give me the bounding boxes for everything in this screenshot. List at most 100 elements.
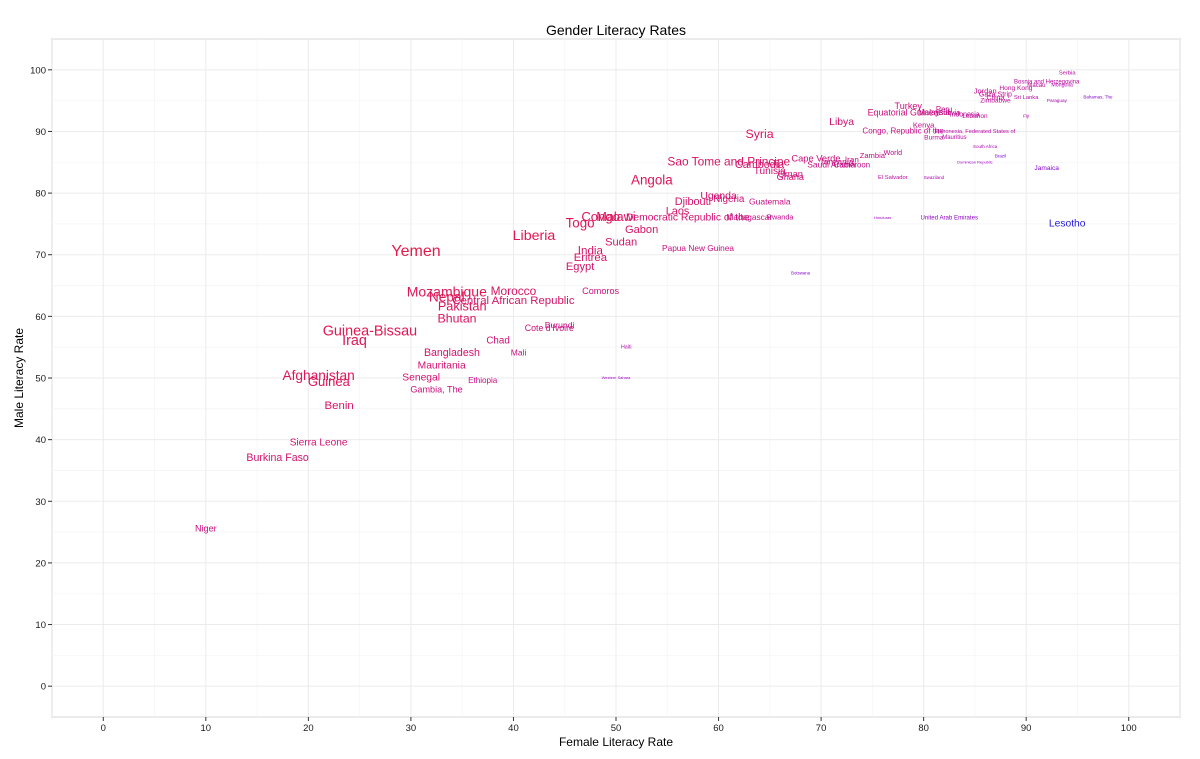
country-label-point: Democratic Republic of the [626,212,750,223]
country-label-point: Paraguay [1047,98,1068,103]
country-label-point: Brazil [995,153,1006,158]
country-label-point: Afghanistan [282,368,354,383]
country-label-point: Burma [924,134,944,141]
country-label-point: Turkey [895,101,923,111]
country-label-point: Sri Lanka [1014,95,1039,101]
country-label-point: Rwanda [767,213,795,222]
country-label-point: Senegal [402,373,440,384]
country-label-point: Angola [631,172,673,187]
country-label-point: Swaziland [924,175,945,180]
y-tick-label: 90 [35,127,46,138]
country-label-point: Mauritius [942,135,966,141]
country-label-point: Uganda [700,191,737,202]
country-label-point: Serbia [1059,70,1077,76]
country-label-point: Micronesia, Federated States of [935,129,1016,135]
country-label-point: Iran [845,156,859,165]
country-label-point: Sudan [605,236,637,248]
y-tick-label: 0 [41,682,46,693]
grid-lines [51,38,1181,718]
country-label-point: Bahamas, The [1083,95,1113,100]
country-label-point: Cambodia [735,159,784,171]
country-label-point: Mongolia [1051,83,1073,89]
country-label-point: Kenya [913,120,935,129]
country-label-point: Lebanon [962,113,988,120]
country-label-point: Mali [511,348,527,358]
country-label-point: Jordan [974,86,997,95]
country-label-point: Benin [325,400,354,412]
country-label-point: Oman [778,169,803,179]
country-label-point: Yemen [391,243,440,260]
country-label-point: Ghana [777,172,805,182]
country-label-point: Morocco [491,284,537,298]
country-label-point: El Salvador [878,175,908,181]
x-tick-label: 90 [1021,723,1032,734]
country-label-point: Malawi [596,210,635,224]
x-tick-label: 100 [1121,723,1137,734]
country-label-point: South Africa [973,144,998,149]
country-label-point: Nepal [429,289,465,304]
country-label-point: Papua New Guinea [662,243,734,253]
y-axis-title: Male Literacy Rate [12,328,26,428]
y-tick-label: 40 [35,435,46,446]
country-label-point: Bangladesh [424,347,480,359]
country-label-point: Cape Verde [791,154,840,164]
x-tick-label: 40 [508,723,519,734]
chart-title: Gender Literacy Rates [546,22,686,38]
country-label-point: Guatemala [749,197,791,207]
country-label-point: Djibouti [675,196,711,208]
country-label-point: Libya [829,117,854,128]
country-label-point: Guinea-Bissau [323,324,417,340]
country-label-point: Eritrea [574,252,608,264]
country-label-point: Saudi Arabia [807,160,855,170]
country-label-point: Mozambique [407,284,487,300]
x-tick-label: 80 [918,723,929,734]
country-label-point: Cameroon [834,160,870,169]
country-label-point: Haiti [621,345,632,351]
country-label-point: Dominican Republic [957,159,993,164]
y-tick-label: 80 [35,189,46,200]
y-tick-label: 10 [35,620,46,631]
country-label-point: Togo [566,215,595,230]
y-tick-label: 60 [35,312,46,323]
country-label-point: Bosnia and Herzegovina [1014,80,1080,86]
country-label-point: World [884,149,902,157]
y-tick-label: 100 [30,65,46,76]
country-label-point: Sierra Leone [290,437,348,448]
country-label-point: Zimbabwe [980,97,1011,104]
country-label-point: Equatorial Guinea [868,107,939,117]
country-label-point: Gaza Strip [979,91,1012,98]
y-tick-label: 30 [35,497,46,508]
country-label-point: Gabon [625,224,658,236]
country-label-point: Fiji [1023,113,1029,119]
country-label-point: Macau [1027,82,1045,89]
x-tick-label: 70 [816,723,827,734]
country-label-point: Madagascar [726,212,772,222]
country-label-point: Indonesia [950,112,980,119]
country-label-point: Liberia [513,228,556,244]
y-tick-label: 50 [35,374,46,385]
country-label-point: Cote d'Ivoire [525,323,574,333]
country-label-point: Burkina Faso [246,452,309,464]
country-label-point: Western Sahara [602,375,632,380]
country-label-point: Niger [195,523,217,533]
country-label-point: Honduras [874,215,891,220]
country-label-point: Laos [666,205,690,217]
country-label-point: Malaysia [918,108,950,117]
x-axis: 0 10 20 30 40 50 60 70 80 90 100 [101,717,1137,734]
country-label-point: Congo [581,209,620,224]
x-tick-label: 50 [611,723,622,734]
country-label-point: United Arab Emirates [920,214,978,221]
country-label-point: Bhutan [438,312,477,326]
x-tick-label: 0 [101,723,106,734]
country-label-point: Tunisia [754,166,787,177]
country-label-point: Ethiopia [468,376,498,385]
country-label-point: Burundi [545,320,575,330]
country-label-point: Nigeria [713,194,745,205]
x-axis-title: Female Literacy Rate [559,735,673,749]
y-tick-label: 70 [35,250,46,261]
country-label-point: Peru [936,105,952,114]
y-axis: 0 10 20 30 40 50 60 70 80 90 100 [30,65,52,693]
country-label-point: Iraq [342,333,367,349]
country-label-point: Hong Kong [999,85,1032,92]
